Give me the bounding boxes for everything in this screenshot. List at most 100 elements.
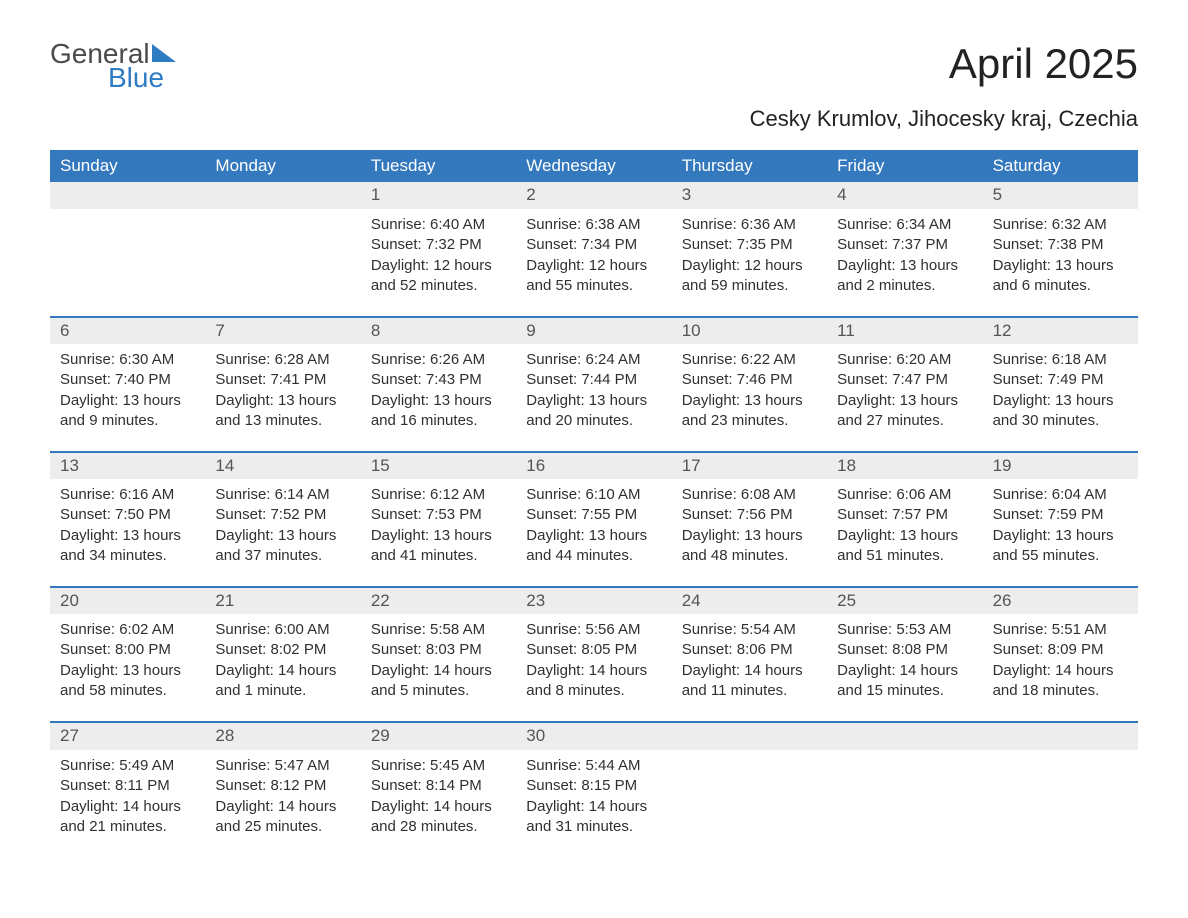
- daylight-text: and 31 minutes.: [526, 817, 661, 837]
- day-data: Sunrise: 6:26 AMSunset: 7:43 PMDaylight:…: [361, 344, 516, 451]
- sunset-text: Sunset: 7:50 PM: [60, 505, 195, 525]
- logo-text-blue: Blue: [108, 62, 176, 94]
- daylight-text: and 23 minutes.: [682, 411, 817, 431]
- daylight-text: and 8 minutes.: [526, 681, 661, 701]
- sunrise-text: Sunrise: 6:04 AM: [993, 485, 1128, 505]
- day-data: Sunrise: 6:24 AMSunset: 7:44 PMDaylight:…: [516, 344, 671, 451]
- daylight-text: and 51 minutes.: [837, 546, 972, 566]
- sunrise-text: Sunrise: 6:00 AM: [215, 620, 350, 640]
- day-number: [50, 182, 205, 209]
- daylight-text: and 18 minutes.: [993, 681, 1128, 701]
- daylight-text: Daylight: 12 hours: [526, 256, 661, 276]
- day-number: 8: [361, 318, 516, 344]
- daylight-text: Daylight: 13 hours: [993, 526, 1128, 546]
- day-number: 13: [50, 453, 205, 479]
- sunset-text: Sunset: 7:55 PM: [526, 505, 661, 525]
- sunrise-text: Sunrise: 6:28 AM: [215, 350, 350, 370]
- location-subtitle: Cesky Krumlov, Jihocesky kraj, Czechia: [750, 106, 1138, 132]
- day-number: 5: [983, 182, 1138, 209]
- sunrise-text: Sunrise: 5:54 AM: [682, 620, 817, 640]
- day-number: 25: [827, 588, 982, 614]
- calendar-week: 20212223242526Sunrise: 6:02 AMSunset: 8:…: [50, 586, 1138, 721]
- daylight-text: and 16 minutes.: [371, 411, 506, 431]
- daylight-text: and 30 minutes.: [993, 411, 1128, 431]
- daylight-text: and 11 minutes.: [682, 681, 817, 701]
- day-data: [983, 750, 1138, 857]
- sunset-text: Sunset: 8:14 PM: [371, 776, 506, 796]
- day-number: 9: [516, 318, 671, 344]
- sunrise-text: Sunrise: 6:12 AM: [371, 485, 506, 505]
- sunset-text: Sunset: 8:00 PM: [60, 640, 195, 660]
- day-data: Sunrise: 5:44 AMSunset: 8:15 PMDaylight:…: [516, 750, 671, 857]
- day-data: Sunrise: 6:06 AMSunset: 7:57 PMDaylight:…: [827, 479, 982, 586]
- daylight-text: and 55 minutes.: [993, 546, 1128, 566]
- col-header: Sunday: [50, 150, 205, 182]
- sunrise-text: Sunrise: 5:58 AM: [371, 620, 506, 640]
- daylight-text: and 9 minutes.: [60, 411, 195, 431]
- sunset-text: Sunset: 7:38 PM: [993, 235, 1128, 255]
- sunrise-text: Sunrise: 6:34 AM: [837, 215, 972, 235]
- daylight-text: Daylight: 13 hours: [215, 526, 350, 546]
- sunrise-text: Sunrise: 6:06 AM: [837, 485, 972, 505]
- sunrise-text: Sunrise: 5:45 AM: [371, 756, 506, 776]
- day-number: 4: [827, 182, 982, 209]
- sunrise-text: Sunrise: 6:02 AM: [60, 620, 195, 640]
- daylight-text: and 27 minutes.: [837, 411, 972, 431]
- sunset-text: Sunset: 8:15 PM: [526, 776, 661, 796]
- sunrise-text: Sunrise: 6:10 AM: [526, 485, 661, 505]
- sunrise-text: Sunrise: 5:44 AM: [526, 756, 661, 776]
- page-title: April 2025: [750, 40, 1138, 88]
- day-number: 7: [205, 318, 360, 344]
- sunrise-text: Sunrise: 6:22 AM: [682, 350, 817, 370]
- day-data: Sunrise: 6:30 AMSunset: 7:40 PMDaylight:…: [50, 344, 205, 451]
- sunrise-text: Sunrise: 6:18 AM: [993, 350, 1128, 370]
- sunset-text: Sunset: 7:43 PM: [371, 370, 506, 390]
- day-number: 12: [983, 318, 1138, 344]
- sunset-text: Sunset: 7:44 PM: [526, 370, 661, 390]
- day-data: Sunrise: 6:20 AMSunset: 7:47 PMDaylight:…: [827, 344, 982, 451]
- day-data: [672, 750, 827, 857]
- logo-triangle-icon: [152, 44, 176, 62]
- sunset-text: Sunset: 7:59 PM: [993, 505, 1128, 525]
- sunrise-text: Sunrise: 5:49 AM: [60, 756, 195, 776]
- day-number: 3: [672, 182, 827, 209]
- day-data: Sunrise: 5:51 AMSunset: 8:09 PMDaylight:…: [983, 614, 1138, 721]
- day-number: 10: [672, 318, 827, 344]
- day-number: 23: [516, 588, 671, 614]
- sunset-text: Sunset: 8:09 PM: [993, 640, 1128, 660]
- col-header: Friday: [827, 150, 982, 182]
- day-data: [205, 209, 360, 316]
- daylight-text: Daylight: 13 hours: [993, 391, 1128, 411]
- day-data: Sunrise: 5:47 AMSunset: 8:12 PMDaylight:…: [205, 750, 360, 857]
- daylight-text: Daylight: 13 hours: [837, 526, 972, 546]
- day-number: 17: [672, 453, 827, 479]
- daylight-text: Daylight: 13 hours: [371, 526, 506, 546]
- day-number: 29: [361, 723, 516, 750]
- daylight-text: Daylight: 14 hours: [215, 797, 350, 817]
- col-header: Monday: [205, 150, 360, 182]
- sunrise-text: Sunrise: 6:38 AM: [526, 215, 661, 235]
- day-data: [827, 750, 982, 857]
- day-number: 30: [516, 723, 671, 750]
- sunset-text: Sunset: 8:05 PM: [526, 640, 661, 660]
- day-data: Sunrise: 5:53 AMSunset: 8:08 PMDaylight:…: [827, 614, 982, 721]
- day-data: Sunrise: 5:49 AMSunset: 8:11 PMDaylight:…: [50, 750, 205, 857]
- day-number: [827, 723, 982, 750]
- daylight-text: and 41 minutes.: [371, 546, 506, 566]
- calendar-header-row: Sunday Monday Tuesday Wednesday Thursday…: [50, 150, 1138, 182]
- sunset-text: Sunset: 7:53 PM: [371, 505, 506, 525]
- sunrise-text: Sunrise: 5:56 AM: [526, 620, 661, 640]
- day-number: 21: [205, 588, 360, 614]
- sunset-text: Sunset: 7:46 PM: [682, 370, 817, 390]
- daylight-text: Daylight: 13 hours: [526, 391, 661, 411]
- sunrise-text: Sunrise: 6:24 AM: [526, 350, 661, 370]
- day-number: 16: [516, 453, 671, 479]
- sunset-text: Sunset: 7:35 PM: [682, 235, 817, 255]
- day-data: Sunrise: 6:40 AMSunset: 7:32 PMDaylight:…: [361, 209, 516, 316]
- daylight-text: and 13 minutes.: [215, 411, 350, 431]
- sunrise-text: Sunrise: 6:40 AM: [371, 215, 506, 235]
- day-number: 27: [50, 723, 205, 750]
- sunset-text: Sunset: 7:57 PM: [837, 505, 972, 525]
- col-header: Tuesday: [361, 150, 516, 182]
- day-number: [672, 723, 827, 750]
